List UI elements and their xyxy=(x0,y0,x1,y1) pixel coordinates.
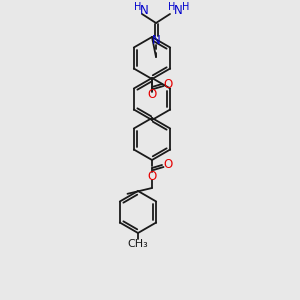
Text: N: N xyxy=(140,4,148,17)
Text: N: N xyxy=(152,34,160,47)
Text: CH₃: CH₃ xyxy=(128,239,148,249)
Text: H: H xyxy=(168,2,176,12)
Text: H: H xyxy=(134,2,142,12)
Text: O: O xyxy=(147,88,157,101)
Text: H: H xyxy=(182,2,190,12)
Text: O: O xyxy=(147,169,157,182)
Text: O: O xyxy=(164,158,172,172)
Text: O: O xyxy=(164,77,172,91)
Text: N: N xyxy=(174,4,182,17)
